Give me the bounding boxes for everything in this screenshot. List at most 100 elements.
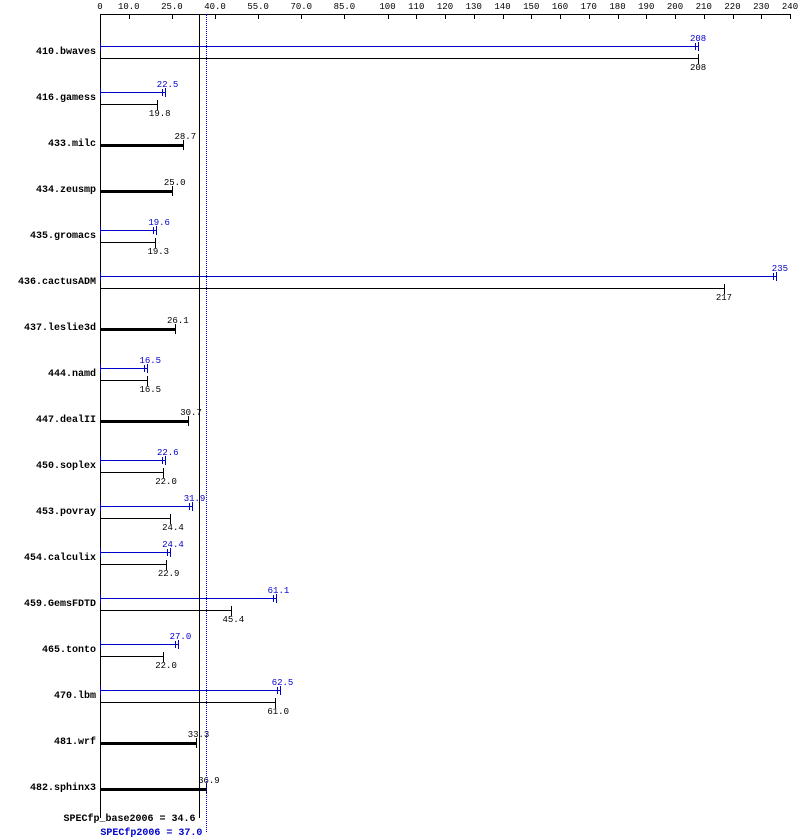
peak-bar-endcap2 (273, 595, 274, 602)
axis-tick-label: 120 (437, 2, 453, 12)
axis-tick (416, 14, 417, 19)
base-value: 36.9 (198, 776, 220, 786)
peak-bar-startcap (100, 502, 101, 511)
base-bar-startcap (100, 54, 101, 64)
base-bar (100, 564, 166, 565)
base-bar-startcap (100, 560, 101, 570)
base-value: 22.0 (155, 661, 177, 671)
axis-tick (589, 14, 590, 19)
base-bar-startcap (100, 238, 101, 248)
base-value: 16.5 (139, 385, 161, 395)
peak-value: 208 (690, 34, 706, 44)
axis-tick-label: 100 (379, 2, 395, 12)
base-value: 217 (716, 293, 732, 303)
axis-tick (646, 14, 647, 19)
peak-value: 24.4 (162, 540, 184, 550)
peak-bar-endcap2 (277, 687, 278, 694)
base-value: 19.3 (147, 247, 169, 257)
axis-tick (790, 14, 791, 19)
peak-bar (100, 230, 156, 231)
axis-tick (531, 14, 532, 19)
axis-tick-label: 140 (494, 2, 510, 12)
axis-tick (503, 14, 504, 19)
benchmark-label: 470.lbm (0, 691, 96, 702)
base-bar (100, 472, 163, 473)
benchmark-label: 416.gamess (0, 93, 96, 104)
base-bar (100, 58, 698, 59)
axis-tick (733, 14, 734, 19)
base-bar-startcap (100, 284, 101, 294)
base-bar-startcap (100, 186, 101, 196)
axis-tick (445, 14, 446, 19)
benchmark-label: 436.cactusADM (0, 277, 96, 288)
peak-bar (100, 46, 698, 47)
peak-value: 19.6 (148, 218, 170, 228)
peak-bar-startcap (100, 594, 101, 603)
base-bar-startcap (100, 140, 101, 150)
base-bar (100, 610, 231, 611)
base-bar-startcap (100, 738, 101, 748)
peak-value: 31.9 (184, 494, 206, 504)
base-bar-startcap (100, 468, 101, 478)
peak-value: 22.5 (157, 80, 179, 90)
peak-value: 16.5 (139, 356, 161, 366)
axis-tick (301, 14, 302, 19)
peak-bar-startcap (100, 456, 101, 465)
benchmark-label: 481.wrf (0, 737, 96, 748)
base-bar-startcap (100, 606, 101, 616)
axis-tick-label: 220 (724, 2, 740, 12)
base-score-label: SPECfp_base2006 = 34.6 (63, 814, 195, 825)
base-bar (100, 242, 155, 243)
peak-bar-startcap (100, 88, 101, 97)
axis-tick-label: 70.0 (290, 2, 312, 12)
base-bar (100, 656, 163, 657)
base-bar-startcap (100, 514, 101, 524)
benchmark-label: 453.povray (0, 507, 96, 518)
peak-bar-startcap (100, 364, 101, 373)
axis-tick-label: 10.0 (118, 2, 140, 12)
peak-bar (100, 276, 776, 277)
peak-bar-startcap (100, 226, 101, 235)
benchmark-label: 410.bwaves (0, 47, 96, 58)
axis-tick-label: 190 (638, 2, 654, 12)
axis-tick-label: 230 (753, 2, 769, 12)
peak-bar-endcap2 (167, 549, 168, 556)
axis-tick-label: 40.0 (204, 2, 226, 12)
peak-score-label: SPECfp2006 = 37.0 (100, 828, 202, 839)
base-bar-startcap (100, 376, 101, 386)
axis-tick-label: 180 (609, 2, 625, 12)
peak-bar (100, 368, 147, 369)
peak-value: 235 (772, 264, 788, 274)
base-value: 19.8 (149, 109, 171, 119)
base-value: 45.4 (223, 615, 245, 625)
axis-tick (388, 14, 389, 19)
peak-bar (100, 92, 165, 93)
axis-tick (618, 14, 619, 19)
base-value: 28.7 (175, 132, 197, 142)
base-bar (100, 288, 724, 289)
axis-tick-label: 130 (466, 2, 482, 12)
base-value: 208 (690, 63, 706, 73)
base-bar (100, 104, 157, 105)
peak-bar-startcap (100, 548, 101, 557)
peak-bar (100, 506, 192, 507)
base-bar-startcap (100, 324, 101, 334)
peak-bar-endcap2 (773, 273, 774, 280)
axis-tick-label: 210 (696, 2, 712, 12)
base-bar (100, 380, 147, 381)
axis-tick (215, 14, 216, 19)
axis-tick (675, 14, 676, 19)
axis-tick-label: 160 (552, 2, 568, 12)
base-bar (100, 144, 183, 147)
benchmark-label: 459.GemsFDTD (0, 599, 96, 610)
axis-tick (704, 14, 705, 19)
axis-tick (129, 14, 130, 19)
axis-tick-label: 150 (523, 2, 539, 12)
benchmark-label: 465.tonto (0, 645, 96, 656)
base-bar-startcap (100, 100, 101, 110)
benchmark-label: 482.sphinx3 (0, 783, 96, 794)
peak-bar (100, 644, 178, 645)
peak-bar-endcap2 (695, 43, 696, 50)
axis-tick (258, 14, 259, 19)
base-bar-startcap (100, 416, 101, 426)
